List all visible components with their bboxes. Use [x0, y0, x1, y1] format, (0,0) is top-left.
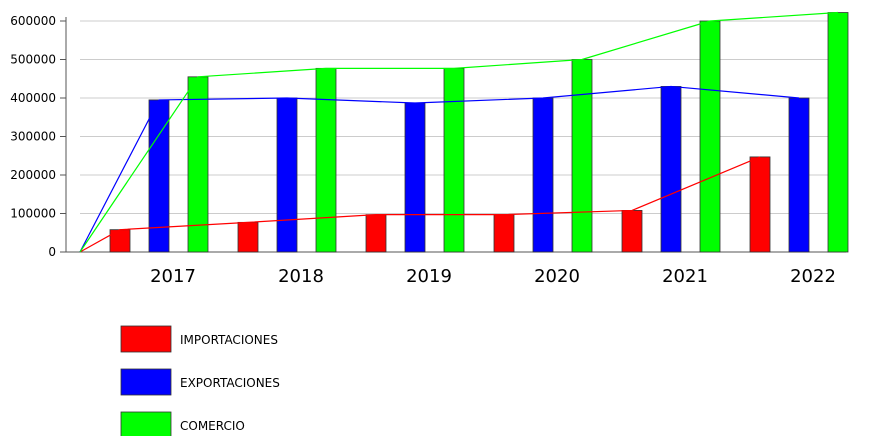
y-tick-label: 100000 — [10, 207, 56, 221]
line-exportaciones — [79, 85, 800, 253]
legend-swatch — [120, 411, 172, 436]
bar-importaciones — [621, 210, 643, 253]
bar-exportaciones — [148, 99, 170, 253]
series-lines — [79, 11, 839, 253]
bar-comercio — [699, 20, 721, 253]
bars — [109, 12, 849, 253]
legend-label: COMERCIO — [180, 419, 245, 433]
x-tick-label: 2021 — [662, 266, 708, 287]
bar-exportaciones — [276, 97, 298, 253]
legend-label: IMPORTACIONES — [180, 333, 278, 347]
y-tick-label: 400000 — [10, 91, 56, 105]
x-tick-label: 2022 — [790, 266, 836, 287]
legend: IMPORTACIONES EXPORTACIONES COMERCIO — [120, 325, 280, 436]
y-tick-label: 600000 — [10, 14, 56, 28]
y-tick-label: 500000 — [10, 53, 56, 67]
bar-exportaciones — [532, 97, 554, 253]
line-importaciones — [79, 156, 761, 253]
bar-importaciones — [749, 156, 771, 253]
legend-swatch — [120, 368, 172, 396]
bar-comercio — [827, 12, 849, 253]
x-tick-label: 2019 — [406, 266, 452, 287]
bar-comercio — [443, 67, 465, 253]
y-tick-label: 0 — [48, 245, 56, 259]
axes: 0 100000 200000 300000 400000 500000 600000 201… — [10, 14, 846, 287]
x-tick-label: 2017 — [150, 266, 196, 287]
bar-exportaciones — [788, 97, 810, 253]
x-tick-label: 2018 — [278, 266, 324, 287]
y-tick-label: 200000 — [10, 168, 56, 182]
bar-exportaciones — [404, 102, 426, 253]
legend-swatch — [120, 325, 172, 353]
bar-importaciones — [365, 214, 387, 253]
bar-exportaciones — [660, 86, 682, 253]
bar-comercio — [315, 67, 337, 253]
bar-importaciones — [237, 221, 259, 253]
bar-comercio — [571, 59, 593, 253]
bar-importaciones — [493, 214, 515, 253]
x-tick-label: 2020 — [534, 266, 580, 287]
legend-label: EXPORTACIONES — [180, 376, 280, 390]
line-comercio — [79, 11, 839, 253]
y-tick-label: 300000 — [10, 130, 56, 144]
